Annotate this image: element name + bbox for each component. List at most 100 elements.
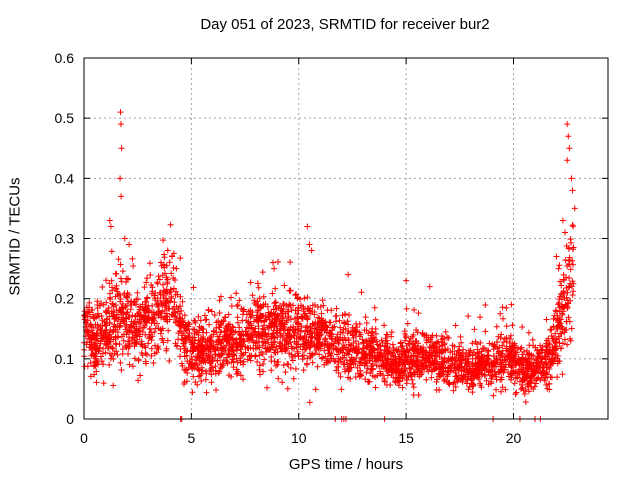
data-point: [352, 345, 359, 352]
data-point: [254, 358, 261, 365]
data-point: [120, 337, 127, 344]
data-point: [403, 377, 410, 384]
data-point: [315, 314, 322, 321]
data-point: [250, 339, 257, 346]
data-point: [318, 310, 325, 317]
data-point: [143, 279, 150, 286]
data-point: [553, 325, 560, 332]
data-point: [406, 361, 413, 368]
data-point: [537, 365, 544, 372]
data-point: [183, 322, 190, 329]
data-point: [93, 350, 100, 357]
data-point: [141, 284, 148, 291]
data-point: [280, 327, 287, 334]
data-point: [363, 320, 370, 327]
data-point: [262, 330, 269, 337]
data-point: [148, 337, 155, 344]
data-point: [129, 255, 136, 262]
data-point: [196, 360, 203, 367]
data-point: [160, 315, 167, 322]
data-point: [112, 302, 119, 309]
data-point: [299, 314, 306, 321]
data-point: [434, 350, 441, 357]
data-point: [255, 284, 262, 291]
data-point: [212, 370, 219, 377]
data-point: [196, 367, 203, 374]
data-point: [527, 375, 534, 382]
data-point: [438, 338, 445, 345]
data-point: [342, 311, 349, 318]
data-point: [423, 337, 430, 344]
data-point: [503, 323, 510, 330]
data-point: [133, 332, 140, 339]
data-point: [107, 355, 114, 362]
data-point: [183, 327, 190, 334]
data-point: [199, 325, 206, 332]
data-point: [265, 313, 272, 320]
data-point: [198, 335, 205, 342]
data-point: [293, 291, 300, 298]
data-point: [422, 349, 429, 356]
data-point: [322, 335, 329, 342]
data-point: [531, 383, 538, 390]
data-point: [390, 364, 397, 371]
data-point: [268, 334, 275, 341]
data-point: [566, 145, 573, 152]
data-point: [151, 342, 158, 349]
data-point: [546, 386, 553, 393]
data-point: [366, 357, 373, 364]
data-point: [177, 353, 184, 360]
data-point: [430, 361, 437, 368]
data-point: [543, 381, 550, 388]
data-point: [382, 335, 389, 342]
data-point: [208, 371, 215, 378]
data-point: [99, 350, 106, 357]
data-point: [474, 369, 481, 376]
data-point: [279, 379, 286, 386]
data-point: [563, 318, 570, 325]
data-point: [111, 312, 118, 319]
data-point: [87, 321, 94, 328]
data-point: [142, 331, 149, 338]
data-point: [526, 351, 533, 358]
data-point: [498, 359, 505, 366]
data-point: [237, 372, 244, 379]
data-point: [149, 333, 156, 340]
data-point: [228, 359, 235, 366]
data-point: [281, 323, 288, 330]
data-point: [543, 316, 550, 323]
data-point: [192, 337, 199, 344]
data-point: [283, 317, 290, 324]
data-point: [490, 392, 497, 399]
data-point: [507, 332, 514, 339]
data-point: [417, 347, 424, 354]
data-point: [529, 336, 536, 343]
data-point: [252, 342, 259, 349]
data-point: [545, 381, 552, 388]
data-point: [497, 388, 504, 395]
data-point: [497, 335, 504, 342]
data-point: [474, 346, 481, 353]
data-point: [164, 297, 171, 304]
data-point: [321, 326, 328, 333]
data-point: [332, 313, 339, 320]
data-point: [173, 265, 180, 272]
data-point: [83, 341, 90, 348]
data-point: [190, 326, 197, 333]
data-point: [142, 358, 149, 365]
data-point: [533, 363, 540, 370]
data-point: [274, 312, 281, 319]
data-point: [107, 223, 114, 230]
data-point: [557, 278, 564, 285]
data-point: [96, 302, 103, 309]
data-point: [364, 365, 371, 372]
data-point: [226, 340, 233, 347]
data-point: [294, 348, 301, 355]
data-point: [106, 280, 113, 287]
data-point: [134, 289, 141, 296]
data-point: [90, 332, 97, 339]
data-point: [547, 326, 554, 333]
data-point: [133, 323, 140, 330]
data-point: [333, 367, 340, 374]
data-point: [558, 282, 565, 289]
